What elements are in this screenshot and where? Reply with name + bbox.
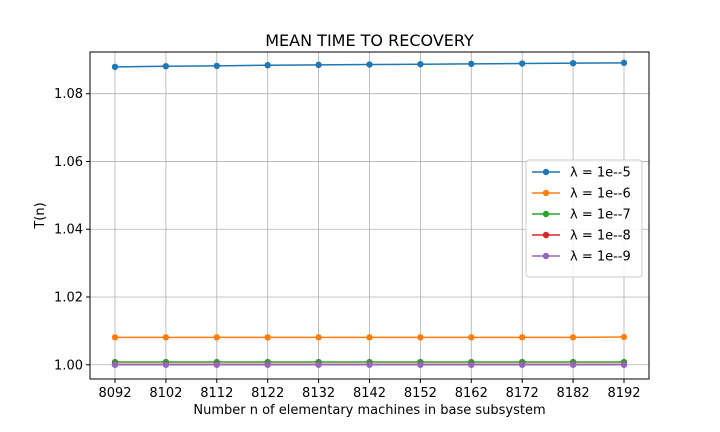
legend-swatch-marker — [542, 231, 550, 239]
legend-swatch-marker — [542, 168, 550, 176]
data-point — [111, 334, 119, 341]
series-5 — [111, 361, 628, 368]
x-tick-label: 8132 — [302, 386, 335, 401]
data-point — [213, 361, 220, 368]
x-axis-title: Number n of elementary machines in base … — [193, 403, 545, 418]
series-layer — [111, 59, 628, 368]
legend-swatch-marker — [542, 210, 550, 218]
series-1 — [111, 59, 628, 71]
x-tick-label: 8192 — [607, 386, 640, 401]
x-tick-label: 8182 — [557, 386, 590, 401]
data-point — [519, 60, 526, 67]
data-point — [264, 361, 271, 368]
y-tick-label: 1.02 — [54, 290, 83, 305]
legend: λ = 1e--5 λ = 1e--6 λ = 1e--7 λ = 1e--8 λ = … — [525, 159, 643, 278]
legend-item: λ = 1e--9 — [532, 250, 631, 265]
x-tick-label: 8102 — [149, 386, 182, 401]
x-tick-label: 8152 — [404, 386, 437, 401]
y-tick-label: 1.06 — [54, 155, 83, 170]
data-point — [569, 334, 577, 341]
x-tick-label: 8142 — [353, 386, 386, 401]
data-point — [519, 334, 526, 341]
data-point — [111, 63, 119, 71]
data-point — [468, 60, 475, 68]
legend-item: λ = 1e--8 — [532, 229, 631, 244]
data-point — [315, 61, 322, 69]
data-point — [264, 334, 271, 341]
data-point — [315, 361, 322, 368]
y-tick-label: 1.04 — [54, 223, 83, 238]
legend-item: λ = 1e--5 — [532, 166, 631, 181]
data-point — [417, 361, 424, 368]
legend-swatch-marker — [542, 189, 550, 197]
chart-title: MEAN TIME TO RECOVERY — [265, 31, 474, 50]
data-point — [162, 334, 170, 341]
legend-label: λ = 1e--5 — [570, 166, 631, 181]
data-point — [264, 62, 271, 69]
data-point — [366, 361, 373, 368]
data-point — [366, 334, 373, 341]
data-point — [111, 361, 119, 368]
x-tick-label: 8112 — [200, 386, 233, 401]
x-tick-label: 8122 — [251, 386, 284, 401]
axis-ticks: 8092 8102 8112 8122 8132 8142 8152 8162 8172 8182… — [54, 87, 641, 401]
legend-label: λ = 1e--8 — [570, 229, 631, 244]
x-tick-label: 8092 — [98, 386, 131, 401]
series-2 — [111, 333, 628, 341]
data-point — [213, 62, 220, 70]
data-point — [417, 334, 424, 341]
data-point — [315, 334, 322, 341]
data-point — [366, 61, 373, 68]
data-point — [620, 59, 628, 67]
x-tick-label: 8162 — [455, 386, 488, 401]
data-point — [519, 361, 526, 368]
legend-label: λ = 1e--7 — [570, 208, 631, 223]
y-axis-title: T(n) — [33, 202, 48, 229]
data-point — [569, 361, 577, 368]
data-point — [569, 59, 577, 67]
y-tick-label: 1.00 — [54, 358, 83, 373]
data-point — [162, 63, 170, 70]
data-point — [468, 361, 475, 368]
legend-label: λ = 1e--6 — [570, 187, 631, 202]
x-tick-label: 8172 — [506, 386, 539, 401]
data-point — [468, 334, 475, 341]
legend-item: λ = 1e--7 — [532, 208, 631, 223]
y-tick-label: 1.08 — [54, 87, 83, 102]
legend-item: λ = 1e--6 — [532, 187, 631, 202]
data-point — [620, 361, 628, 368]
legend-label: λ = 1e--9 — [570, 250, 631, 265]
data-point — [417, 60, 424, 68]
data-point — [620, 333, 628, 341]
legend-box — [525, 159, 643, 278]
data-point — [162, 361, 170, 368]
data-point — [213, 334, 220, 341]
legend-swatch-marker — [542, 252, 550, 260]
